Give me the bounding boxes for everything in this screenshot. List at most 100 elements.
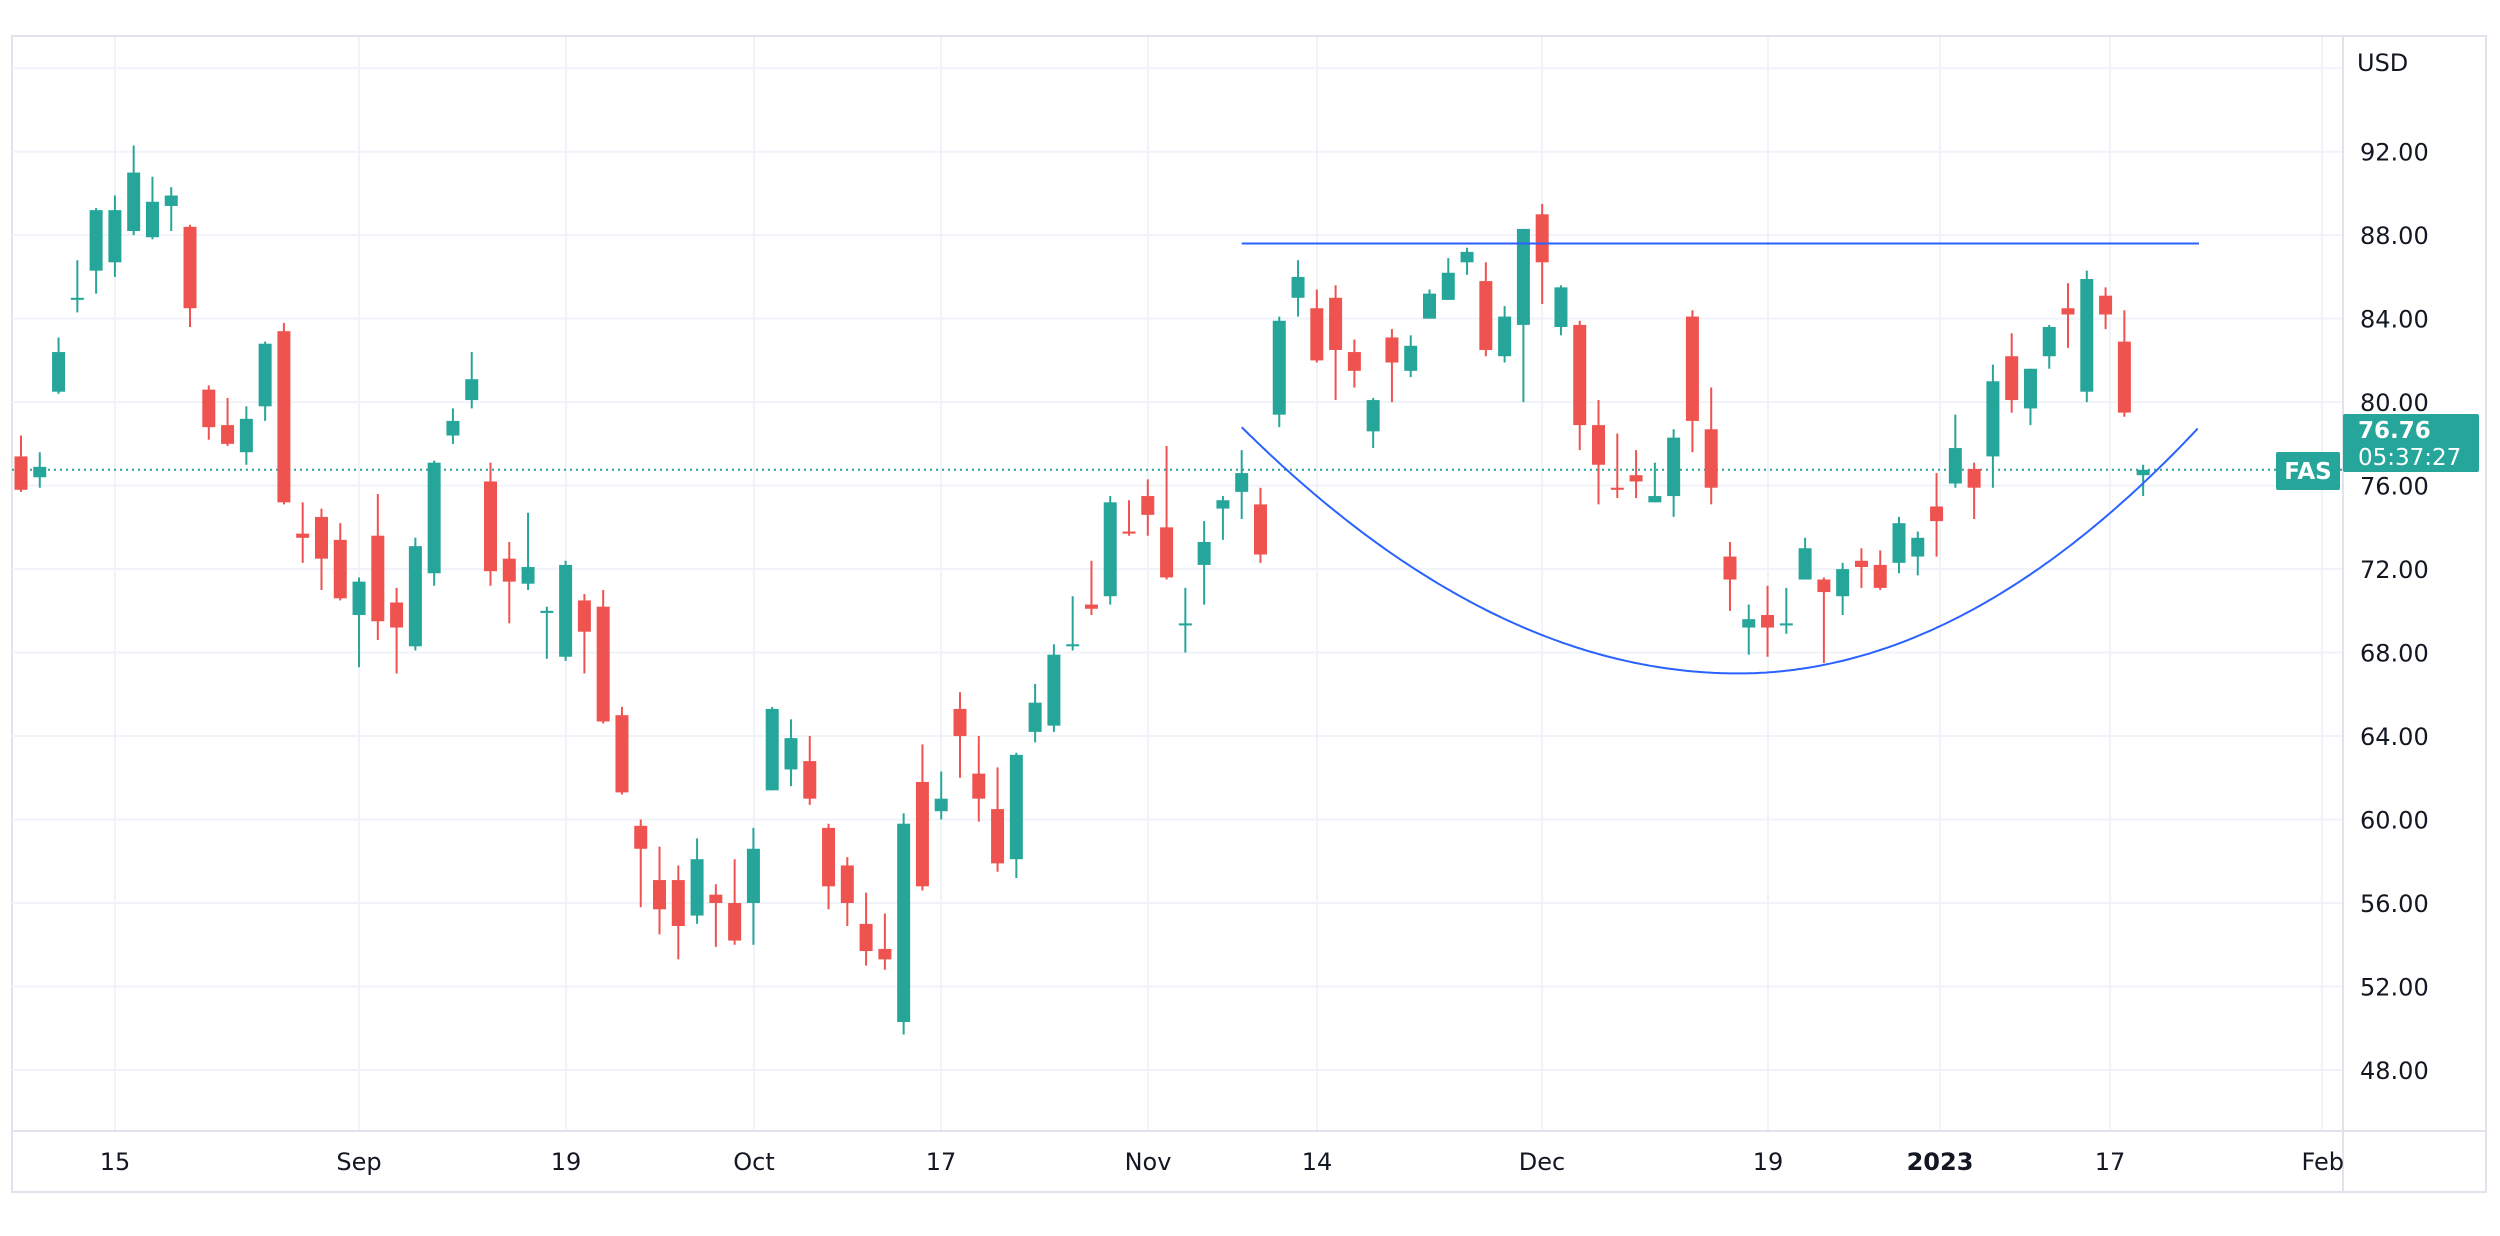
- candle-body: [333, 539, 347, 599]
- candle-down: [671, 865, 685, 960]
- candle-body: [728, 903, 742, 941]
- rounding-bottom-curve[interactable]: [1241, 426, 2199, 675]
- candle-up: [1441, 258, 1455, 300]
- candle-up: [1892, 516, 1906, 574]
- candle-body: [1385, 337, 1399, 363]
- candle-up: [70, 260, 84, 313]
- candle-body: [446, 420, 460, 436]
- candle-body: [1573, 324, 1587, 426]
- candle-down: [14, 435, 28, 492]
- candle-body: [2136, 469, 2150, 476]
- candle-body: [2005, 356, 2019, 401]
- candle-up: [1460, 247, 1474, 275]
- candle-body: [1629, 475, 1643, 482]
- candle-body: [784, 738, 798, 770]
- candle-up: [540, 606, 554, 659]
- price-tick-label: 60.00: [2360, 807, 2429, 835]
- candle-up: [1667, 429, 1681, 517]
- candle-up: [465, 352, 479, 409]
- candle-body: [934, 798, 948, 812]
- candle-body: [296, 533, 310, 538]
- candle-down: [314, 508, 328, 590]
- time-tick-label: 14: [1302, 1148, 1333, 1176]
- candle-down: [596, 589, 610, 724]
- candle-up: [2080, 270, 2094, 403]
- drawings[interactable]: [1241, 242, 2199, 675]
- candle-down: [1592, 400, 1606, 505]
- candle-down: [1817, 577, 1831, 664]
- price-tick-label: 68.00: [2360, 640, 2429, 668]
- candle-body: [258, 343, 272, 407]
- candle-body: [33, 466, 47, 478]
- candle-body: [1197, 541, 1211, 565]
- candle-body: [1911, 537, 1925, 557]
- candle-down: [221, 397, 235, 446]
- price-axis[interactable]: 92.00 88.00 84.00 80.00 76.00 72.00 68.00 64.00…: [2360, 139, 2429, 1085]
- symbol-tag: [2276, 452, 2340, 490]
- candle-down: [2117, 310, 2131, 417]
- price-tick-label: 88.00: [2360, 222, 2429, 250]
- time-tick-label: 17: [926, 1148, 957, 1176]
- candle-up: [446, 408, 460, 444]
- candle-body: [2099, 295, 2113, 315]
- candle-down: [1535, 203, 1549, 305]
- candle-body: [953, 708, 967, 737]
- price-tick-label: 80.00: [2360, 389, 2429, 417]
- candle-body: [221, 425, 235, 444]
- price-tag-countdown: 05:37:27: [2358, 445, 2461, 471]
- candle-body: [1648, 496, 1662, 503]
- candle-body: [1610, 487, 1624, 490]
- candle-down: [1385, 329, 1399, 403]
- candle-down: [728, 859, 742, 945]
- candle-up: [1047, 644, 1061, 732]
- candle-body: [408, 546, 422, 647]
- candle-body: [465, 379, 479, 401]
- candle-body: [1779, 623, 1793, 626]
- candle-body: [2080, 279, 2094, 392]
- candle-body: [14, 456, 28, 490]
- candle-down: [1873, 550, 1887, 590]
- candle-up: [2136, 464, 2150, 497]
- candle-up: [1554, 285, 1568, 336]
- candle-body: [634, 825, 648, 849]
- candle-down: [1610, 433, 1624, 499]
- candle-body: [502, 558, 516, 582]
- candle-up: [1272, 316, 1286, 428]
- candle-body: [1742, 619, 1756, 628]
- candle-body: [239, 418, 253, 453]
- symbol-tag-text: FAS: [2284, 459, 2331, 485]
- candle-down: [859, 892, 873, 966]
- time-tick-label: Dec: [1519, 1148, 1565, 1176]
- candle-down: [1761, 585, 1775, 657]
- candle-up: [1948, 414, 1962, 488]
- price-tick-label: 64.00: [2360, 723, 2429, 751]
- candle-body: [484, 481, 497, 572]
- candle-body: [1836, 569, 1850, 597]
- candle-up: [1216, 496, 1230, 540]
- candle-up: [559, 560, 573, 661]
- candle-body: [803, 761, 817, 799]
- candle-down: [1347, 339, 1361, 388]
- candle-body: [577, 600, 591, 632]
- candle-body: [822, 827, 836, 887]
- candle-up: [127, 145, 141, 236]
- time-axis[interactable]: 15 Sep 19 Oct 17 Nov 14 Dec 19 2023 17 Feb: [100, 1148, 2344, 1176]
- candle-body: [1235, 473, 1249, 492]
- candle-body: [1948, 448, 1962, 484]
- candle-down: [390, 587, 404, 674]
- candle-down: [822, 823, 836, 910]
- candle-body: [540, 610, 554, 613]
- candle-body: [1704, 429, 1718, 488]
- candle-down: [1629, 450, 1643, 499]
- candle-down: [1122, 500, 1136, 536]
- candle-up: [1009, 752, 1023, 878]
- time-tick-label: 19: [1753, 1148, 1784, 1176]
- candle-down: [1685, 310, 1699, 453]
- candle-up: [746, 827, 760, 945]
- candle-up: [145, 176, 159, 240]
- candle-up: [2042, 324, 2056, 369]
- candle-down: [1084, 560, 1098, 616]
- candle-up: [164, 187, 178, 232]
- candle-body: [859, 923, 873, 952]
